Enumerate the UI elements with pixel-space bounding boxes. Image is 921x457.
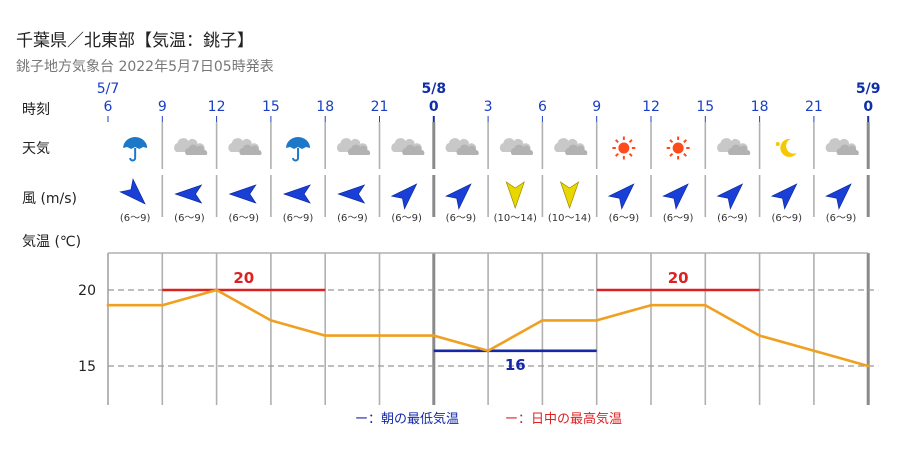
arrow-south-icon bbox=[505, 181, 525, 210]
cloud-icon bbox=[228, 138, 262, 155]
wind-row: (6～9) (6～9) (6～9) (6～9) (6～9) (6～9) (6～9) (10～1… bbox=[119, 178, 857, 224]
temperature-point bbox=[323, 334, 327, 337]
max-temp-label: 20 bbox=[668, 269, 689, 287]
arrow-west-icon bbox=[174, 184, 203, 204]
hour-tick: 9 bbox=[158, 99, 167, 115]
arrow-west-icon bbox=[337, 184, 366, 204]
arrow-south-icon bbox=[559, 181, 580, 210]
wind-speed-label: (6～9) bbox=[283, 213, 314, 224]
page-title: 千葉県／北東部【気温：銚子】 bbox=[16, 31, 254, 51]
temperature-point bbox=[541, 319, 544, 322]
wind-speed-label: (10～14) bbox=[548, 213, 591, 224]
hour-tick: 3 bbox=[484, 99, 493, 115]
sun-icon bbox=[612, 136, 636, 160]
wind-speed-label: (6～9) bbox=[174, 213, 205, 224]
date-label: 5/7 bbox=[97, 81, 120, 97]
date-label: 5/8 bbox=[421, 81, 446, 97]
grid-lines bbox=[107, 122, 870, 405]
header: 千葉県／北東部【気温：銚子】 銚子地方気象台 2022年5月7日05時発表 bbox=[16, 26, 274, 76]
y-tick-label: 20 bbox=[78, 283, 96, 299]
temperature-point bbox=[160, 303, 164, 307]
arrow-west-icon bbox=[228, 184, 257, 204]
temperature-point bbox=[758, 334, 761, 337]
umbrella-icon bbox=[123, 137, 148, 162]
temperature-point bbox=[812, 349, 816, 353]
wind-speed-label: (6～9) bbox=[120, 213, 151, 224]
wind-speed-label: (6～9) bbox=[717, 213, 748, 224]
legend: ー：朝の最低気温 ー：日中の最高気温 bbox=[355, 411, 622, 427]
hour-tick: 12 bbox=[208, 99, 226, 115]
temperature-point bbox=[486, 349, 490, 353]
hour-tick: 9 bbox=[592, 99, 601, 115]
wind-speed-label: (6～9) bbox=[663, 213, 694, 224]
cloud-icon bbox=[717, 138, 751, 155]
sun-icon bbox=[666, 136, 690, 160]
wind-speed-label: (6～9) bbox=[609, 213, 640, 224]
hour-tick: 18 bbox=[316, 99, 334, 115]
hour-tick: 15 bbox=[262, 99, 280, 115]
wind-speed-label: (10～14) bbox=[494, 213, 537, 224]
wind-speed-label: (6～9) bbox=[771, 213, 802, 224]
max-temp-label: 20 bbox=[233, 269, 254, 287]
umbrella-icon bbox=[286, 137, 311, 162]
wind-row-label: 風 (m/s) bbox=[22, 191, 77, 207]
arrow-northeast-icon bbox=[825, 183, 852, 210]
arrow-southeast-icon bbox=[119, 178, 146, 205]
hour-tick: 0 bbox=[429, 99, 439, 115]
time-ticks: 6 9 12 15 18 21 0 3 6 9 12 15 18 21 0 5/7 5/8 5/9 bbox=[97, 81, 881, 122]
weather-row-label: 天気 bbox=[22, 141, 50, 157]
weather-icons bbox=[123, 136, 859, 162]
hour-tick: 21 bbox=[805, 99, 823, 115]
temperature-point bbox=[595, 319, 599, 322]
temperature-point bbox=[106, 303, 110, 307]
temperature-point bbox=[703, 303, 707, 307]
hour-tick: 15 bbox=[696, 99, 714, 115]
arrow-northeast-icon bbox=[445, 183, 472, 210]
temperature-point bbox=[432, 334, 436, 337]
cloud-icon bbox=[499, 138, 534, 155]
temperature-point bbox=[866, 364, 870, 368]
hour-tick: 6 bbox=[104, 99, 113, 115]
arrow-northeast-icon bbox=[770, 183, 798, 210]
cloud-icon bbox=[554, 138, 588, 155]
hour-tick: 18 bbox=[751, 99, 769, 115]
cloud-icon bbox=[174, 138, 208, 155]
arrow-northeast-icon bbox=[390, 183, 418, 210]
legend-min: ー：朝の最低気温 bbox=[355, 411, 459, 427]
arrow-northeast-icon bbox=[607, 183, 635, 210]
arrow-northeast-icon bbox=[662, 183, 689, 210]
y-tick-label: 15 bbox=[78, 359, 96, 375]
moon-icon bbox=[775, 138, 797, 157]
hour-tick: 12 bbox=[642, 99, 660, 115]
legend-max: ー：日中の最高気温 bbox=[505, 411, 622, 427]
temp-row-label: 気温 (℃) bbox=[22, 234, 81, 250]
wind-speed-label: (6～9) bbox=[826, 213, 857, 224]
cloud-icon bbox=[336, 138, 371, 155]
temperature-point bbox=[378, 334, 381, 337]
hour-tick: 0 bbox=[863, 99, 873, 115]
wind-speed-label: (6～9) bbox=[228, 213, 259, 224]
wind-speed-label: (6～9) bbox=[391, 213, 422, 224]
arrow-northeast-icon bbox=[716, 183, 744, 210]
wind-speed-label: (6～9) bbox=[446, 213, 477, 224]
cloud-icon bbox=[445, 138, 479, 155]
date-label: 5/9 bbox=[856, 81, 881, 97]
wind-speed-label: (6～9) bbox=[337, 213, 368, 224]
hour-tick: 21 bbox=[371, 99, 389, 115]
issuance-info: 銚子地方気象台 2022年5月7日05時発表 bbox=[16, 59, 274, 75]
cloud-icon bbox=[391, 138, 425, 155]
hour-tick: 6 bbox=[538, 99, 547, 115]
temperature-point bbox=[649, 303, 653, 307]
temperature-point bbox=[215, 288, 219, 292]
temperature-plot: 15 20 20 16 20 bbox=[78, 269, 879, 375]
arrow-west-icon bbox=[282, 184, 311, 204]
temperature-point bbox=[269, 319, 273, 322]
cloud-icon bbox=[825, 138, 859, 155]
time-row-label: 時刻 bbox=[22, 102, 50, 118]
min-temp-label: 16 bbox=[505, 356, 526, 374]
